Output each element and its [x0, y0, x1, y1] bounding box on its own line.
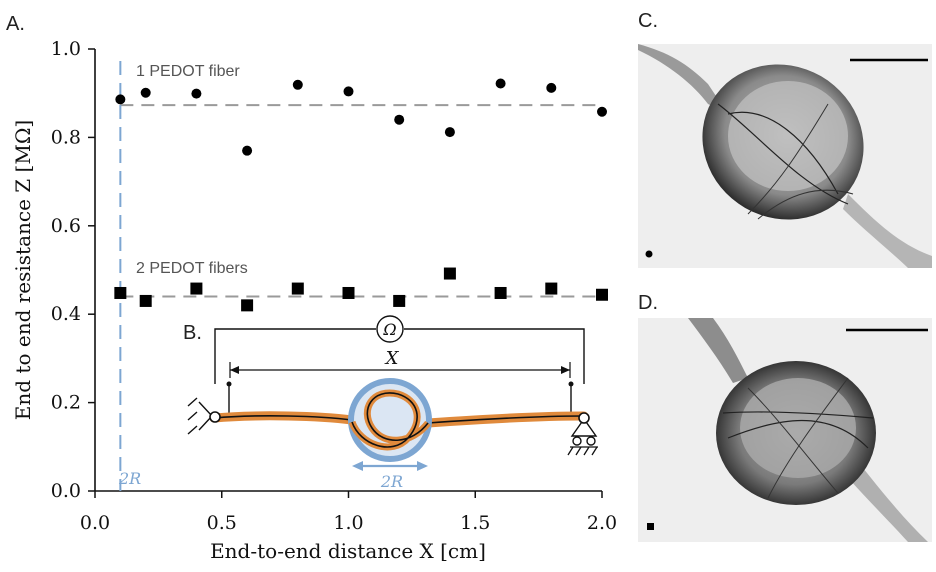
point-s2-2	[190, 282, 203, 295]
point-s1-2	[191, 88, 202, 99]
droplet-photo-c	[638, 44, 932, 268]
point-s2-0	[114, 286, 127, 299]
inset-x-label: X	[384, 348, 400, 369]
point-s2-3	[241, 299, 254, 312]
y-tick-label-3: 0.6	[51, 215, 81, 237]
ohmmeter-icon	[376, 315, 404, 343]
point-s2-1	[139, 294, 152, 307]
x-tick-label-2: 1.0	[333, 512, 363, 534]
droplet-photo-d-image	[638, 318, 932, 542]
point-s1-0	[115, 94, 126, 105]
roller-wheel-left-icon	[572, 436, 582, 446]
inset-schematic: B. Ω X 2R	[183, 315, 598, 491]
panel-d-label: D.	[638, 292, 658, 314]
x-tick-label-0: 0.0	[80, 512, 110, 534]
point-s1-6	[394, 114, 405, 125]
x-tick-label-4: 2.0	[587, 512, 617, 534]
diameter-label: 2R	[380, 472, 403, 491]
ohmmeter-wire	[214, 328, 585, 384]
point-s1-10	[597, 106, 607, 117]
roller-support-icon	[570, 417, 598, 437]
coiled-fiber-core	[351, 392, 429, 448]
y-tick-label-4: 0.8	[51, 126, 81, 148]
two-r-label: 2R	[118, 469, 141, 488]
roller-joint-icon	[578, 412, 590, 424]
x-tick-label-1: 0.5	[207, 512, 237, 534]
point-s1-5	[343, 86, 354, 97]
point-s2-8	[494, 286, 507, 299]
y-axis-title: End to end resistance Z [MΩ]	[11, 120, 35, 420]
x-axis-title: End-to-end distance X [cm]	[210, 539, 486, 563]
series-2-label: 2 PEDOT fibers	[136, 260, 248, 277]
droplet-photo-d	[638, 318, 932, 542]
point-s1-3	[242, 145, 253, 156]
ohm-symbol: Ω	[382, 320, 396, 339]
panel-c-label: C.	[638, 10, 658, 32]
y-tick-label-2: 0.4	[51, 303, 81, 325]
point-s2-5	[342, 286, 355, 299]
data-points	[114, 78, 608, 312]
point-s2-6	[393, 294, 406, 307]
x-ticks: 0.0 0.5 1.0 1.5 2.0	[80, 491, 617, 534]
point-s2-4	[291, 282, 304, 295]
y-ticks: 0.0 0.2 0.4 0.6 0.8 1.0	[51, 38, 95, 502]
pin-joint-icon	[209, 411, 221, 423]
mean-lines	[120, 104, 602, 298]
ground-hatch-icon	[567, 446, 598, 456]
point-s1-7	[444, 127, 455, 138]
panel-b-label: B.	[183, 322, 202, 344]
y-tick-label-1: 0.2	[51, 392, 81, 414]
droplet-photo-c-image	[638, 44, 932, 268]
point-s1-8	[495, 78, 506, 89]
x-tick-label-3: 1.5	[460, 512, 490, 534]
probe-left-dot	[226, 381, 232, 387]
point-s2-7	[443, 267, 456, 280]
y-tick-label-0: 0.0	[51, 480, 81, 502]
point-s2-10	[596, 288, 608, 301]
point-s1-4	[292, 79, 303, 90]
panel-a-label: A.	[6, 13, 25, 35]
point-s2-9	[545, 282, 558, 295]
probe-right-dot	[568, 381, 574, 387]
series-1-label: 1 PEDOT fiber	[136, 63, 240, 80]
roller-wheel-right-icon	[586, 436, 596, 446]
pin-support-icon	[187, 397, 213, 435]
point-s1-9	[546, 82, 557, 93]
plot-area: 0.0 0.2 0.4 0.6 0.8 1.0 0.0 0.5 1.0 1.5 2.0 2R 1 …	[51, 38, 617, 534]
fiber-right-core	[427, 415, 585, 424]
fiber-left-core	[213, 415, 353, 421]
point-s1-1	[140, 87, 151, 98]
y-tick-label-5: 1.0	[51, 38, 81, 60]
